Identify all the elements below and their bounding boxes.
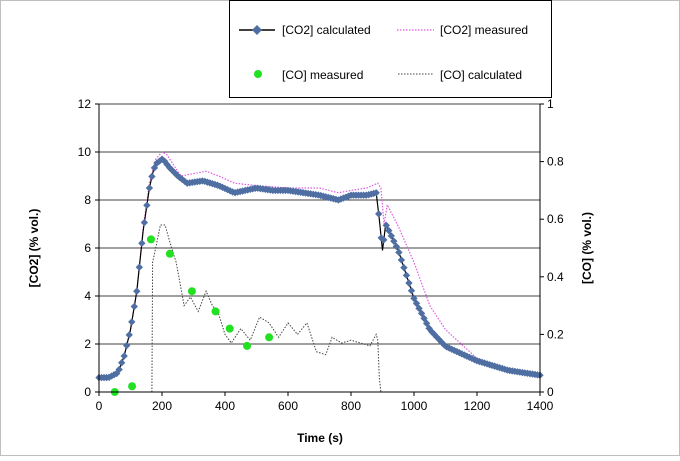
legend-marker-co-measured (254, 70, 262, 78)
x-tick-label: 200 (152, 399, 172, 413)
legend-label-co2-calculated: [CO2] calculated (282, 23, 371, 37)
series-co2-calculated-marker (372, 189, 380, 197)
series-co2-calculated-marker (415, 304, 423, 313)
x-axis-title: Time (s) (297, 431, 343, 445)
series-co-measured-point (265, 333, 274, 342)
series-co2-calculated-marker (420, 314, 428, 323)
y-tick-label: 10 (78, 145, 92, 159)
series-co-calculated-line (151, 224, 382, 393)
y2-tick-label: 1 (547, 97, 554, 111)
series-co2-calculated-marker (410, 294, 418, 303)
series-co2-calculated-marker (133, 287, 141, 295)
series-co2-calculated-marker (148, 172, 156, 181)
y-tick-label: 0 (84, 385, 91, 399)
series-co2-calculated-marker (405, 279, 413, 287)
y2-tick-label: 0 (547, 385, 554, 399)
plot-series (95, 151, 544, 396)
x-tick-label: 800 (341, 399, 361, 413)
series-co2-calculated-marker (412, 299, 421, 308)
series-co2-calculated-marker (400, 264, 408, 272)
series-co2-calculated-marker (120, 352, 128, 360)
series-co2-calculated-marker (397, 256, 406, 264)
series-co2-calculated-marker (407, 287, 416, 295)
series-co-measured-point (187, 287, 196, 296)
y2-tick-label: 0.4 (547, 270, 564, 284)
series-co2-calculated-marker (138, 239, 146, 247)
x-tick-label: 1400 (527, 399, 554, 413)
series-co-measured-point (243, 341, 252, 350)
gridlines (99, 103, 540, 345)
series-co-measured-point (128, 382, 137, 391)
series-co2-calculated-marker (128, 318, 136, 326)
series-co-measured-point (146, 235, 155, 244)
y-tick-label: 8 (84, 193, 91, 207)
y2-tick-label: 0.2 (547, 327, 564, 341)
y-tick-label: 6 (84, 241, 91, 255)
y-tick-label: 12 (78, 97, 92, 111)
x-tick-label: 1000 (401, 399, 428, 413)
series-co2-calculated-marker (123, 341, 131, 350)
series-co2-calculated-marker (395, 248, 403, 256)
x-tick-label: 600 (278, 399, 298, 413)
y2-axis-title: [CO] (% vol.) (580, 212, 594, 284)
legend-label-co-measured: [CO] measured (282, 68, 363, 82)
legend-label-co-calculated: [CO] calculated (440, 68, 522, 82)
legend: [CO2] calculated [CO2] measured [CO] mea… (229, 0, 552, 98)
series-co2-calculated-marker (417, 309, 426, 318)
y2-tick-label: 0.8 (547, 155, 564, 169)
y-tick-label: 4 (84, 289, 91, 303)
series-co2-calculated-marker (390, 237, 398, 245)
series-co-measured-point (225, 324, 234, 333)
x-tick-label: 0 (96, 399, 103, 413)
series-co2-calculated-marker (135, 263, 143, 271)
series-co2-calculated-marker (382, 221, 390, 229)
series-co-measured-point (211, 307, 220, 316)
x-tick-label: 400 (215, 399, 235, 413)
series-co2-calculated-marker (118, 359, 126, 367)
y-axis-title: [CO2] (% vol.) (27, 209, 41, 288)
series-co2-calculated-marker (402, 271, 411, 280)
series-co2-calculated-marker (422, 319, 431, 328)
y2-tick-label: 0.6 (547, 212, 564, 226)
series-co2-calculated-marker (130, 302, 138, 311)
legend-box (229, 0, 552, 98)
series-co2-calculated-marker (143, 201, 151, 209)
y-tick-label: 2 (84, 337, 91, 351)
series-co-measured-point (165, 249, 174, 258)
series-co2-calculated-marker (387, 232, 395, 240)
legend-label-co2-measured: [CO2] measured (440, 23, 528, 37)
x-tick-label: 1200 (464, 399, 491, 413)
